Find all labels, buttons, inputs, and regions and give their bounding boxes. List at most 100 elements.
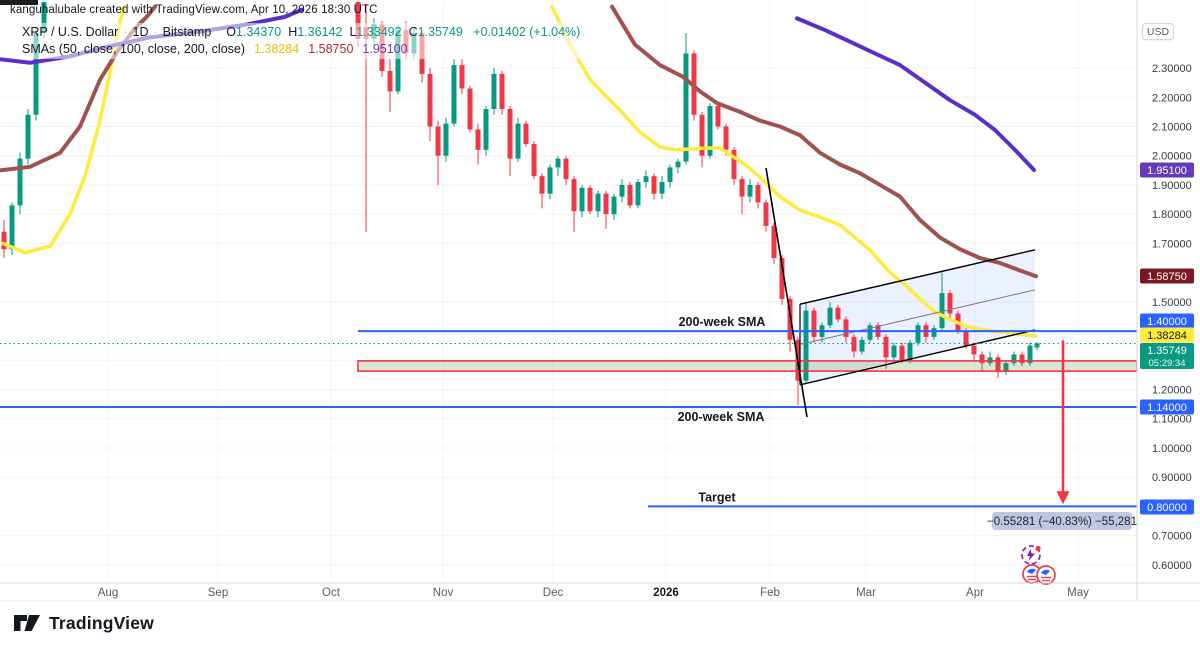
sma100-line <box>610 4 1038 279</box>
price-axis: 2.30000 2.20000 2.10000 2.00000 1.90000 1.800… <box>1136 0 1200 601</box>
symbol-name[interactable]: XRP / U.S. Dollar <box>22 25 119 39</box>
sma-study-title[interactable]: SMAs (50, close, 100, close, 200, close) <box>22 42 246 56</box>
candle <box>939 272 945 332</box>
candle-body <box>883 336 889 358</box>
candle <box>851 333 857 358</box>
candle-body <box>651 176 657 194</box>
candle <box>459 59 465 95</box>
candle-body <box>467 88 473 130</box>
price-badge-box <box>1140 399 1194 415</box>
channel-lower-line[interactable] <box>799 329 1036 386</box>
candle-body <box>579 187 585 212</box>
time-tick-2026[interactable]: 2026 <box>653 587 679 599</box>
low-key: L <box>349 25 357 39</box>
candle-body <box>563 158 569 180</box>
candle <box>635 179 641 209</box>
open-key: O <box>226 25 237 39</box>
measure-label[interactable]: −0.55281 (−40.83%) −55,281 <box>987 512 1137 530</box>
target-arrow[interactable] <box>1056 340 1070 505</box>
candle-body <box>1034 343 1040 348</box>
breakdown-trendline[interactable] <box>765 167 808 418</box>
candle <box>515 117 521 162</box>
candle <box>1003 360 1009 375</box>
candle-body <box>995 357 1001 372</box>
price-tick-label: 2.00000 <box>1152 151 1192 163</box>
price-tick-label: 1.10000 <box>1152 414 1192 426</box>
legend-row-symbol[interactable]: XRP / U.S. Dollar · 1D · Bitstamp O1.34370 H1.… <box>22 24 580 41</box>
candle <box>475 123 481 165</box>
level-label-0[interactable]: 200-week SMA <box>679 315 766 329</box>
level-label-1[interactable]: 200-week SMA <box>678 410 765 424</box>
time-tick-Oct[interactable]: Oct <box>322 587 341 599</box>
candle-body <box>667 167 673 183</box>
candle-body <box>427 73 433 127</box>
target-arrow-head[interactable] <box>1056 491 1070 505</box>
interval-label[interactable]: 1D <box>132 25 149 39</box>
currency-unit-button[interactable]: USD <box>1142 23 1174 40</box>
tradingview-logo-text: TradingView <box>49 612 154 633</box>
symbol-legend[interactable]: XRP / U.S. Dollar · 1D · Bitstamp O1.34370 H1.… <box>18 23 585 59</box>
price-badge-box <box>1140 343 1194 369</box>
ohlc-values: O1.34370 H1.36142 L1.33492 C1.35749 +0.0140… <box>219 25 580 39</box>
support-zone-rectangle[interactable] <box>357 360 1138 372</box>
price-tick-label: 1.90000 <box>1152 180 1192 192</box>
time-tick-Aug[interactable]: Aug <box>98 587 118 599</box>
price-tick-label: 1.70000 <box>1152 238 1192 250</box>
candle <box>915 322 921 346</box>
low-value: 1.33492 <box>356 25 402 39</box>
coin-icon <box>1036 565 1056 585</box>
candle <box>17 152 23 215</box>
candle <box>627 182 633 209</box>
price-tick-label: 2.30000 <box>1152 63 1192 75</box>
price-badge-1.58750: 1.58750 <box>1140 268 1194 284</box>
candle <box>891 342 897 361</box>
candle-body <box>539 176 545 194</box>
price-badge-value: 0.80000 <box>1147 502 1187 514</box>
candle-body <box>1027 345 1033 364</box>
close-key: C <box>408 25 418 39</box>
price-badge-1.95100: 1.95100 <box>1140 162 1194 178</box>
time-tick-Mar[interactable]: Mar <box>856 587 876 599</box>
price-tick-label: 0.60000 <box>1152 560 1192 572</box>
candle <box>715 103 721 130</box>
candle-body <box>891 345 897 358</box>
candle <box>499 70 505 115</box>
tradingview-logo[interactable]: TradingView <box>12 610 154 636</box>
channel-upper-line[interactable] <box>799 249 1036 305</box>
price-tick-label: 2.20000 <box>1152 92 1192 104</box>
candle-body <box>499 73 505 109</box>
sma200-value: 1.95100 <box>362 42 408 56</box>
legend-row-sma[interactable]: SMAs (50, close, 100, close, 200, close)… <box>22 41 580 58</box>
flash-sticker[interactable] <box>1021 545 1041 565</box>
sma100-value: 1.58750 <box>308 42 354 56</box>
grid-layer <box>0 2 1137 583</box>
time-tick-Nov[interactable]: Nov <box>433 587 454 599</box>
candle <box>699 111 705 168</box>
time-tick-Sep[interactable]: Sep <box>208 587 228 599</box>
candle <box>443 117 449 162</box>
level-label-2[interactable]: Target <box>698 490 736 504</box>
coins-sticker[interactable] <box>1022 564 1056 585</box>
price-badge-value: 1.58750 <box>1147 271 1187 283</box>
time-tick-Dec[interactable]: Dec <box>543 587 564 599</box>
candle <box>707 103 713 159</box>
time-tick-Feb[interactable]: Feb <box>760 587 780 599</box>
time-tick-Apr[interactable]: Apr <box>966 587 984 599</box>
measure-label-box[interactable] <box>992 512 1132 530</box>
channel-median-line[interactable] <box>799 289 1036 346</box>
candle-body <box>843 319 849 337</box>
price-badge-value: 1.14000 <box>1147 402 1187 414</box>
time-tick-May[interactable]: May <box>1067 587 1089 599</box>
legend-separator: · <box>123 25 128 39</box>
price-badge-box <box>1140 268 1194 284</box>
time-axis: Aug Sep Oct Nov Dec 2026 Feb Mar Apr May <box>0 582 1200 602</box>
candle-body <box>779 258 785 299</box>
candle-body <box>659 182 665 194</box>
price-badge-value: 1.35749 <box>1147 345 1187 357</box>
candle-body <box>715 106 721 127</box>
candle <box>387 59 393 112</box>
price-badge-box <box>1140 327 1194 343</box>
coin-blue-wedge <box>1027 568 1036 574</box>
candle <box>595 190 601 218</box>
